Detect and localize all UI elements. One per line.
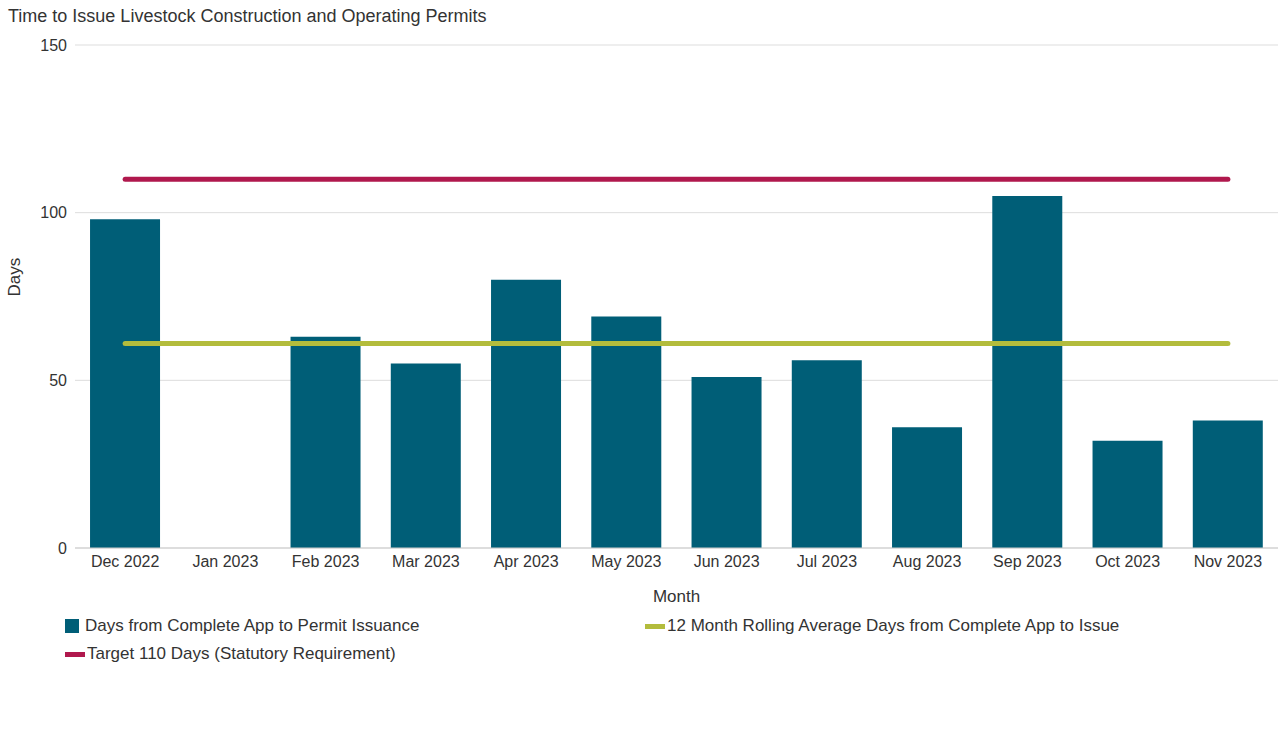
html-text:Days from Complete App to Perm: Days from Complete App to Permit Issuanc… <box>85 616 420 635</box>
html-text:12 Month Rolling Average Days: 12 Month Rolling Average Days from Compl… <box>667 616 1120 635</box>
svg-text:Apr 2023: Apr 2023 <box>494 553 559 570</box>
svg-text:0: 0 <box>58 540 67 557</box>
svg-text:May 2023: May 2023 <box>591 553 661 570</box>
svg-text:Sep 2023: Sep 2023 <box>993 553 1062 570</box>
svg-text:100: 100 <box>40 204 67 221</box>
svg-text:Jun 2023: Jun 2023 <box>694 553 760 570</box>
svg-text:Jan 2023: Jan 2023 <box>192 553 258 570</box>
svg-text:Days: Days <box>8 258 24 297</box>
svg-text:Nov 2023: Nov 2023 <box>1194 553 1263 570</box>
svg-text:150: 150 <box>40 37 67 54</box>
svg-text:Dec 2022: Dec 2022 <box>91 553 160 570</box>
svg-text:Feb 2023: Feb 2023 <box>292 553 360 570</box>
html-text:Target 110 Days (Statutory Req: Target 110 Days (Statutory Requirement) <box>87 644 396 663</box>
html-text:Time to Issue Livestock Constr: Time to Issue Livestock Construction and… <box>8 6 487 26</box>
svg-text:Oct 2023: Oct 2023 <box>1095 553 1160 570</box>
svg-text:Mar 2023: Mar 2023 <box>392 553 460 570</box>
svg-text:Jul 2023: Jul 2023 <box>797 553 858 570</box>
svg-text:50: 50 <box>49 372 67 389</box>
svg-text:Aug 2023: Aug 2023 <box>893 553 962 570</box>
svg-text:Month: Month <box>653 587 700 606</box>
